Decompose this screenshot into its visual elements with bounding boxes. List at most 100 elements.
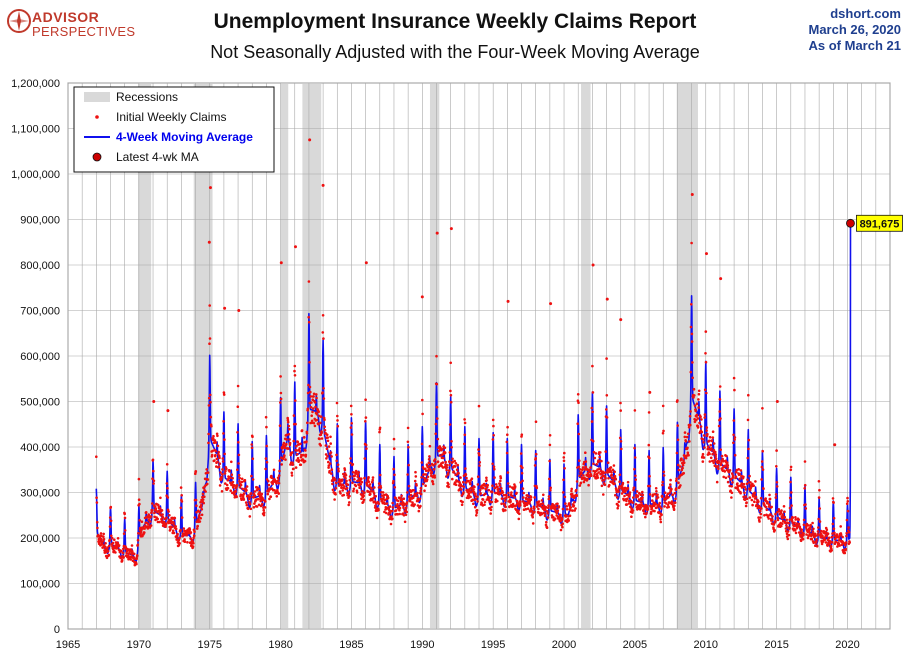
claims-point: [344, 476, 347, 480]
claims-point: [763, 514, 766, 517]
claims-point: [436, 460, 440, 464]
claims-point: [722, 475, 725, 479]
claims-point: [300, 429, 304, 432]
claims-point: [504, 505, 508, 509]
claims-point: [241, 487, 244, 491]
claims-point: [705, 426, 709, 429]
claims-point: [307, 280, 311, 283]
claims-point: [576, 422, 579, 426]
claims-point: [742, 475, 745, 479]
claims-point: [661, 483, 664, 487]
claims-point: [476, 500, 479, 503]
claims-point: [817, 496, 821, 499]
claims-point: [320, 437, 324, 440]
claims-point: [282, 441, 286, 445]
claims-point: [380, 494, 384, 497]
advisor-perspectives-logo: ADVISOR PERSPECTIVES: [6, 6, 146, 42]
claims-point: [420, 476, 423, 479]
claims-point: [397, 499, 400, 503]
claims-point: [348, 494, 351, 498]
claims-point: [575, 488, 578, 492]
claims-point: [481, 498, 485, 501]
source-as-of: As of March 21: [808, 38, 901, 53]
claims-point: [760, 460, 764, 463]
claims-point: [235, 495, 238, 499]
claims-point: [605, 416, 609, 419]
claims-point: [329, 442, 333, 445]
claims-point: [293, 364, 297, 368]
claims-point: [648, 493, 652, 496]
claims-point: [279, 261, 283, 265]
claims-point: [474, 497, 478, 501]
claims-point: [576, 393, 580, 396]
claims-point: [195, 504, 198, 508]
claims-point: [660, 495, 664, 499]
claims-point: [96, 526, 99, 530]
claims-point: [462, 491, 465, 494]
claims-point: [801, 537, 805, 541]
claims-point: [321, 183, 325, 187]
claims-point: [394, 509, 398, 512]
claims-point: [476, 475, 480, 479]
claims-point: [605, 408, 608, 411]
claims-point: [322, 387, 325, 390]
claims-point: [548, 477, 551, 481]
claims-point: [571, 509, 574, 512]
claims-point: [358, 486, 361, 490]
claims-point: [172, 521, 175, 524]
x-tick-label: 1985: [339, 639, 363, 651]
claims-point: [754, 495, 758, 499]
claims-point: [726, 480, 730, 484]
claims-point: [518, 503, 522, 507]
claims-point: [343, 468, 347, 472]
claims-point: [563, 467, 566, 470]
claims-point: [711, 459, 714, 463]
claims-point: [453, 459, 457, 463]
claims-point: [251, 478, 255, 481]
claims-point: [547, 497, 551, 501]
claims-point: [305, 432, 309, 435]
claims-point: [620, 447, 623, 451]
claims-point: [635, 490, 639, 493]
claims-point: [716, 465, 720, 468]
claims-point: [489, 508, 493, 512]
claims-point: [790, 519, 794, 523]
claims-point: [793, 529, 797, 532]
claims-point: [706, 445, 710, 449]
claims-point: [666, 503, 670, 507]
claims-point: [402, 497, 406, 501]
claims-point: [310, 419, 314, 423]
claims-point: [203, 495, 206, 499]
claims-point: [748, 474, 751, 478]
claims-point: [352, 489, 355, 493]
claims-point: [612, 479, 615, 482]
claims-point: [712, 442, 716, 445]
y-tick-label: 100,000: [20, 579, 60, 591]
claims-point: [577, 465, 581, 469]
claims-point: [625, 503, 628, 506]
claims-point: [121, 551, 125, 555]
claims-point: [248, 502, 252, 506]
claims-point: [482, 486, 485, 490]
claims-point: [825, 528, 829, 531]
claims-point: [110, 536, 114, 540]
claims-point: [691, 376, 694, 380]
claims-point: [697, 406, 700, 409]
claims-point: [605, 297, 609, 301]
claims-point: [552, 516, 555, 519]
claims-point: [655, 490, 658, 493]
claims-point: [633, 456, 637, 459]
claims-point: [213, 439, 217, 442]
claims-point: [132, 552, 136, 556]
claims-point: [285, 442, 288, 446]
claims-point: [294, 422, 297, 426]
claims-point: [209, 393, 212, 397]
logo-wordmark-top: ADVISOR: [32, 9, 100, 25]
legend-recession-swatch: [84, 92, 110, 102]
claims-point: [816, 530, 820, 533]
claims-point: [611, 468, 615, 472]
claims-point: [139, 531, 143, 534]
claims-point: [699, 425, 703, 428]
claims-point: [794, 516, 797, 519]
claims-point: [818, 520, 822, 523]
